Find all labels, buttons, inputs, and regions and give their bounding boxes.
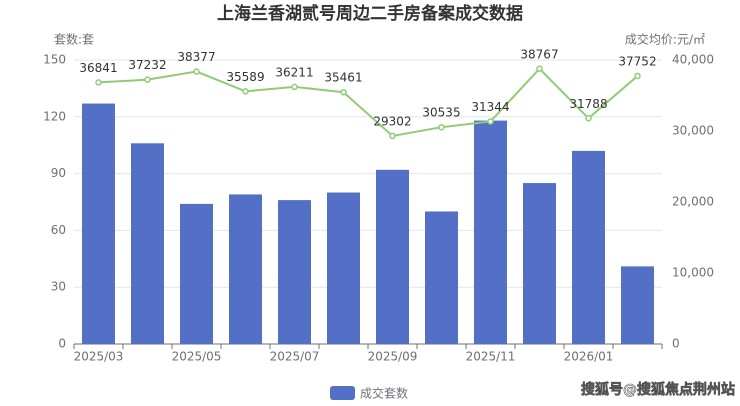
legend-swatch [330,386,355,400]
x-tick-label: 2025/09 [368,350,418,364]
bar [82,103,115,345]
data-label: 37232 [128,58,166,72]
bar [376,169,409,344]
bar [229,194,262,344]
x-tick-label: 2026/01 [564,350,614,364]
line-point [487,118,494,125]
legend-label: 成交套数 [360,386,408,401]
data-label: 31344 [471,100,509,114]
watermark: 搜狐号@搜狐焦点荆州站 [581,381,735,398]
y-tick-label: 60 [51,223,66,237]
bar [180,203,213,344]
data-label: 38767 [520,47,558,61]
line-point [144,76,151,83]
data-label: 31788 [569,97,607,111]
y-tick-label: 30 [51,280,66,294]
bar [523,183,556,344]
data-label: 29302 [373,114,411,128]
line-point [95,79,102,86]
x-tick-label: 2025/05 [172,350,222,364]
line-point [193,68,200,75]
y2-tick-label: 20,000 [672,195,714,209]
line-point [389,132,396,140]
bar [474,120,507,344]
data-label: 36211 [275,65,313,79]
y-tick-label: 0 [58,337,66,351]
bar [425,211,458,344]
y2-axis-label: 成交均价:元/㎡ [625,32,705,47]
y2-tick-label: 10,000 [672,266,714,280]
line-point [438,123,445,131]
line-point [242,88,249,95]
data-label: 35589 [226,70,264,84]
data-label: 37752 [618,54,656,68]
data-label: 36841 [79,61,117,75]
data-label: 30535 [422,106,460,120]
bar [278,200,311,344]
y-axis-label: 套数:套 [54,32,94,47]
chart-title: 上海兰香湖贰号周边二手房备案成交数据 [217,3,523,24]
x-tick-label: 2025/11 [466,350,516,364]
y2-tick-label: 30,000 [672,124,714,138]
line-point [340,88,347,96]
bar [621,266,654,344]
line-point [634,72,641,80]
y2-tick-label: 0 [672,337,680,351]
line [98,67,639,138]
y-tick-label: 90 [51,166,66,180]
y-tick-label: 150 [43,53,66,67]
bar [572,150,605,344]
line-point [536,65,543,73]
bar [327,192,360,344]
y2-tick-label: 40,000 [672,53,714,67]
x-tick-label: 2025/03 [74,350,124,364]
x-tick-label: 2025/07 [270,350,320,364]
line-point [585,115,592,122]
data-label: 38377 [177,50,215,64]
bar [131,143,164,344]
line-point [291,83,298,91]
y-tick-label: 120 [43,109,66,123]
data-label: 35461 [324,71,362,85]
